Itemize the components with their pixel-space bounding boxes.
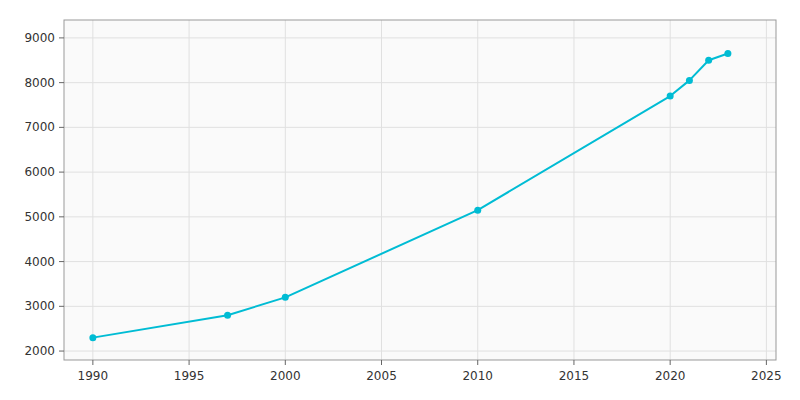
y-tick-label: 3000	[24, 299, 55, 313]
x-tick	[285, 360, 286, 365]
series	[89, 50, 731, 341]
x-tick-label: 2010	[462, 369, 493, 383]
point	[724, 50, 731, 57]
x-grid-line	[766, 20, 767, 360]
ticks: 1990 1995 2000 2005 2010 2015 2020 2025 2000 3000…	[24, 31, 781, 383]
y-tick	[59, 351, 64, 352]
x-grid-line	[670, 20, 671, 360]
x-tick	[189, 360, 190, 365]
y-tick-label: 6000	[24, 165, 55, 179]
x-tick-label: 1990	[78, 369, 109, 383]
x-tick	[381, 360, 382, 365]
x-tick	[92, 360, 93, 365]
x-grid-line	[285, 20, 286, 360]
x-grid-line	[381, 20, 382, 360]
point	[282, 294, 289, 301]
y-grid-line	[64, 261, 776, 262]
point	[705, 57, 712, 64]
x-grid-line	[477, 20, 478, 360]
y-grid-line	[64, 172, 776, 173]
x-tick-label: 2020	[655, 369, 686, 383]
y-tick-label: 7000	[24, 120, 55, 134]
x-tick	[573, 360, 574, 365]
x-tick-label: 2015	[559, 369, 590, 383]
y-grid-line	[64, 306, 776, 307]
y-tick-label: 4000	[24, 255, 55, 269]
x-tick	[766, 360, 767, 365]
y-grid-line	[64, 216, 776, 217]
x-tick-label: 1995	[174, 369, 205, 383]
point	[224, 312, 231, 319]
plot-background	[64, 20, 776, 360]
x-grid-line	[189, 20, 190, 360]
point	[474, 207, 481, 214]
y-grid-line	[64, 82, 776, 83]
y-tick	[59, 127, 64, 128]
chart-svg: 1990 1995 2000 2005 2010 2015 2020 2025 2000 3000…	[0, 0, 800, 400]
y-tick	[59, 82, 64, 83]
x-tick	[670, 360, 671, 365]
point	[89, 334, 96, 341]
line	[93, 54, 728, 338]
x-grid-line	[573, 20, 574, 360]
grid	[64, 20, 776, 360]
point	[667, 93, 674, 100]
x-tick	[477, 360, 478, 365]
x-tick-label: 2000	[270, 369, 301, 383]
x-tick-label: 2005	[366, 369, 397, 383]
y-tick	[59, 216, 64, 217]
y-tick	[59, 172, 64, 173]
x-grid-line	[92, 20, 93, 360]
y-grid-line	[64, 351, 776, 352]
chart-container: 1990 1995 2000 2005 2010 2015 2020 2025 2000 3000…	[0, 0, 800, 400]
y-tick-label: 8000	[24, 76, 55, 90]
plot-frame	[64, 20, 776, 360]
x-tick-label: 2025	[751, 369, 782, 383]
y-tick	[59, 306, 64, 307]
y-tick-label: 9000	[24, 31, 55, 45]
y-grid-line	[64, 37, 776, 38]
y-tick	[59, 37, 64, 38]
y-tick-label: 2000	[24, 344, 55, 358]
y-tick	[59, 261, 64, 262]
y-grid-line	[64, 127, 776, 128]
point	[686, 77, 693, 84]
y-tick-label: 5000	[24, 210, 55, 224]
